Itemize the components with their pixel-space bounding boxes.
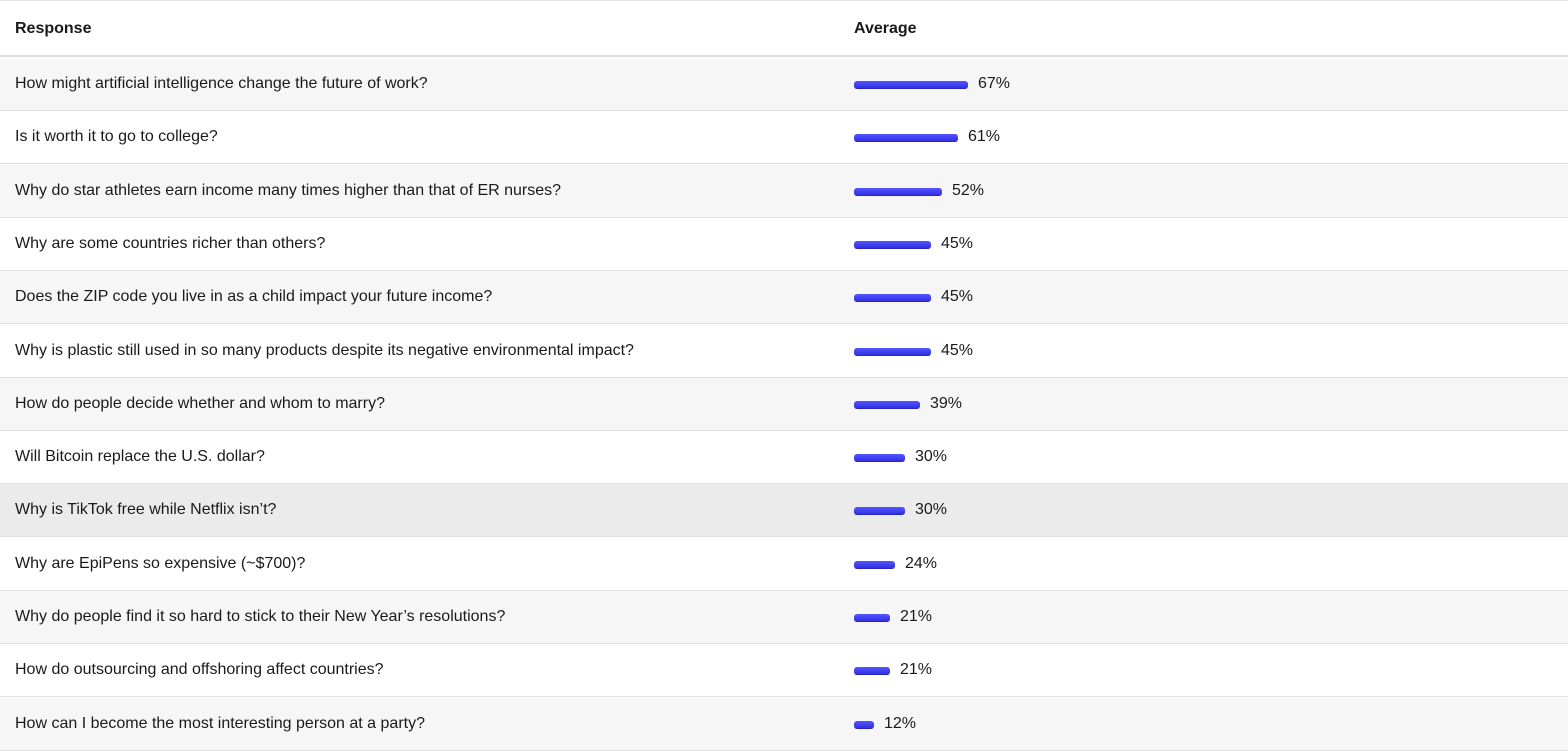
table-header-row: Response Average [0,3,1568,57]
average-cell: 24% [854,555,937,573]
average-bar [854,401,920,409]
average-column-header[interactable]: Average [854,20,917,37]
response-text: Is it worth it to go to college? [15,128,218,145]
average-bar [854,454,905,462]
average-percent: 67% [978,75,1011,92]
average-bar [854,721,874,729]
response-text: Why are some countries richer than other… [15,235,326,252]
table-row[interactable]: How can I become the most interesting pe… [0,698,1568,751]
average-cell: 52% [854,182,984,200]
table-row[interactable]: Is it worth it to go to college? 61% [0,111,1568,164]
average-cell: 21% [854,608,932,626]
average-cell: 45% [854,342,973,360]
table-row[interactable]: Why are some countries richer than other… [0,218,1568,271]
average-percent: 52% [952,182,985,199]
table-row[interactable]: Why is TikTok free while Netflix isn’t? 3… [0,484,1568,537]
response-text: How can I become the most interesting pe… [15,715,425,732]
table-row[interactable]: Why are EpiPens so expensive (~$700)? 24% [0,538,1568,591]
average-percent: 24% [905,555,938,572]
average-bar [854,134,958,142]
table-row[interactable]: Why do people find it so hard to stick t… [0,591,1568,644]
average-percent: 21% [900,608,933,625]
average-percent: 12% [884,715,917,732]
response-text: How do people decide whether and whom to… [15,395,385,412]
average-bar [854,348,931,356]
average-percent: 45% [941,235,974,252]
average-bar [854,188,942,196]
response-text: Why do people find it so hard to stick t… [15,608,506,625]
average-cell: 30% [854,501,947,519]
average-cell: 21% [854,661,932,679]
average-percent: 39% [930,395,963,412]
average-bar [854,614,890,622]
average-bar [854,561,895,569]
table-row[interactable]: Does the ZIP code you live in as a child… [0,271,1568,324]
average-bar [854,294,931,302]
average-bar [854,241,931,249]
table-row[interactable]: How do outsourcing and offshoring affect… [0,644,1568,697]
response-text: Does the ZIP code you live in as a child… [15,288,493,305]
average-bar [854,507,905,515]
average-cell: 67% [854,75,1010,93]
average-cell: 30% [854,448,947,466]
average-cell: 12% [854,715,916,733]
response-text: Why do star athletes earn income many ti… [15,182,562,199]
response-text: How do outsourcing and offshoring affect… [15,661,384,678]
average-percent: 45% [941,288,974,305]
average-percent: 30% [915,501,948,518]
table-row[interactable]: Why do star athletes earn income many ti… [0,165,1568,218]
table-row[interactable]: How might artificial intelligence change… [0,58,1568,111]
average-percent: 45% [941,342,974,359]
response-text: Why is plastic still used in so many pro… [15,342,634,359]
average-cell: 45% [854,235,973,253]
table-row[interactable]: Why is plastic still used in so many pro… [0,325,1568,378]
response-text: How might artificial intelligence change… [15,75,428,92]
response-text: Why are EpiPens so expensive (~$700)? [15,555,306,572]
response-column-header[interactable]: Response [15,20,92,37]
response-text: Why is TikTok free while Netflix isn’t? [15,501,277,518]
average-cell: 39% [854,395,962,413]
average-cell: 61% [854,128,1000,146]
table-row[interactable]: Will Bitcoin replace the U.S. dollar? 30% [0,431,1568,484]
average-bar [854,667,890,675]
average-cell: 45% [854,288,973,306]
average-bar [854,81,968,89]
average-percent: 21% [900,661,933,678]
response-text: Will Bitcoin replace the U.S. dollar? [15,448,265,465]
average-percent: 30% [915,448,948,465]
average-percent: 61% [968,128,1001,145]
table-row[interactable]: How do people decide whether and whom to… [0,378,1568,431]
